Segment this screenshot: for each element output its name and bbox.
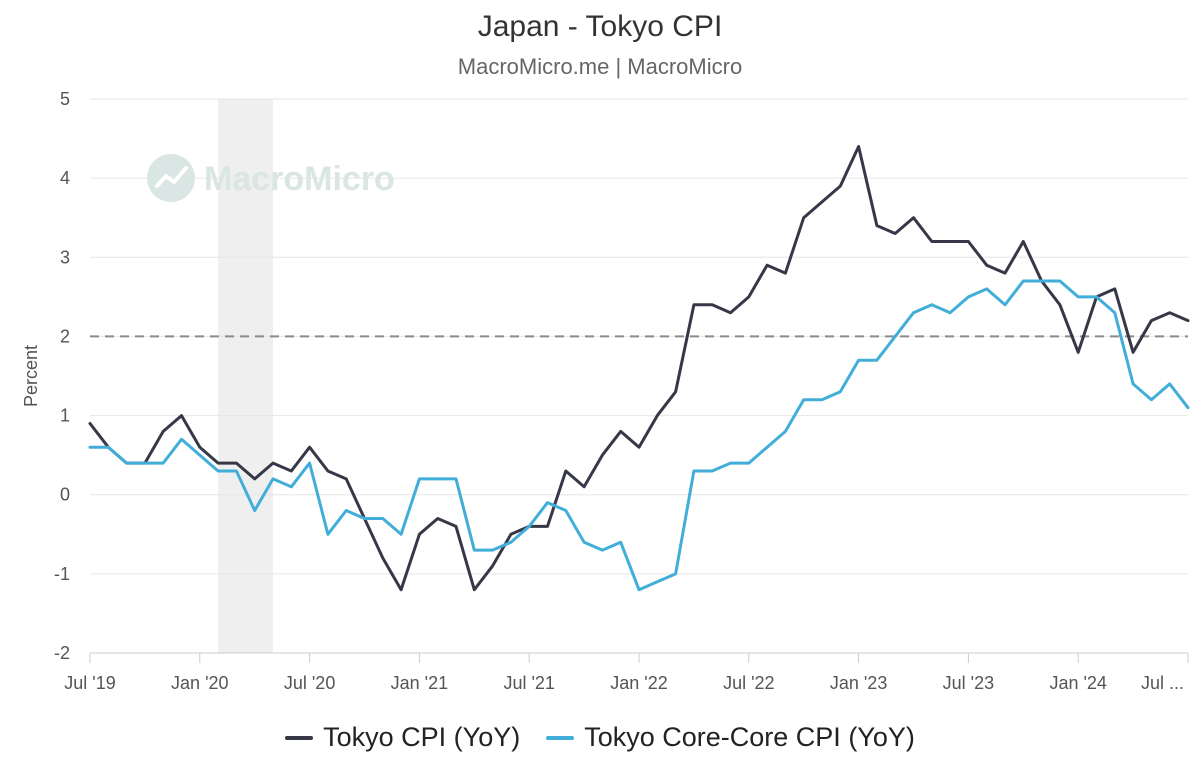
y-tick-label: 2 <box>60 326 70 346</box>
y-tick-label: -1 <box>54 564 70 584</box>
x-tick-label: Jan '24 <box>1049 673 1106 693</box>
series-line-core-core-cpi[interactable] <box>88 279 1190 592</box>
x-tick-label: Jul '22 <box>723 673 774 693</box>
x-tick-label: Jul '23 <box>943 673 994 693</box>
legend-item-tokyo-cpi[interactable]: Tokyo CPI (YoY) <box>285 722 520 753</box>
y-axis-title: Percent <box>21 345 41 407</box>
watermark-text: MacroMicro <box>204 160 395 198</box>
y-tick-label: 1 <box>60 406 70 426</box>
y-tick-label: 3 <box>60 247 70 267</box>
x-tick-label: Jul ... <box>1141 673 1184 693</box>
legend-item-core-core-cpi[interactable]: Tokyo Core-Core CPI (YoY) <box>546 722 915 753</box>
chart-title: Japan - Tokyo CPI <box>477 10 723 43</box>
x-tick-label: Jul '20 <box>284 673 335 693</box>
legend-swatch-tokyo-cpi <box>285 735 314 740</box>
y-tick-label: -2 <box>54 643 70 663</box>
y-tick-label: 5 <box>60 89 70 109</box>
legend-swatch-core-core-cpi <box>546 735 575 740</box>
y-tick-label: 4 <box>60 168 70 188</box>
legend-label-tokyo-cpi: Tokyo CPI (YoY) <box>323 722 521 752</box>
series-line-tokyo-cpi[interactable] <box>88 145 1190 592</box>
x-tick-label: Jan '23 <box>830 673 887 693</box>
legend: Tokyo CPI (YoY) Tokyo Core-Core CPI (YoY… <box>0 722 1200 753</box>
x-tick-label: Jul '19 <box>64 673 115 693</box>
x-tick-label: Jan '20 <box>171 673 228 693</box>
x-tick-label: Jul '21 <box>503 673 554 693</box>
watermark-logo-chart-icon <box>155 166 188 188</box>
x-tick-label: Jan '22 <box>610 673 667 693</box>
recession-shading <box>218 99 273 653</box>
legend-label-core-core-cpi: Tokyo Core-Core CPI (YoY) <box>584 722 915 752</box>
x-tick-label: Jan '21 <box>391 673 448 693</box>
chart-subtitle: MacroMicro.me | MacroMicro <box>457 54 743 79</box>
watermark: MacroMicro <box>147 154 395 202</box>
y-tick-label: 0 <box>60 485 70 505</box>
